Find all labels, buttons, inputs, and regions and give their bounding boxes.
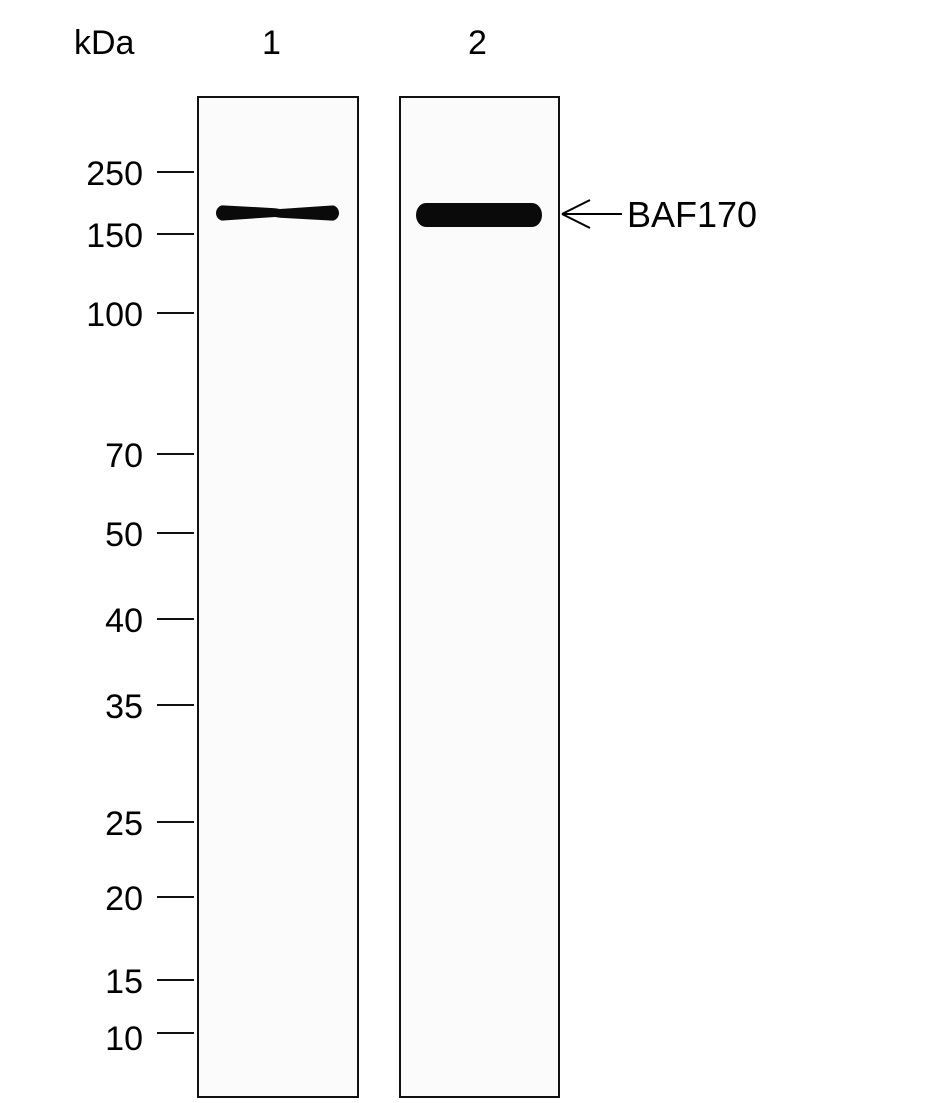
marker-label: 15 <box>105 963 143 1001</box>
marker-tick <box>157 1032 194 1034</box>
marker-label: 20 <box>105 880 143 918</box>
lane-2 <box>399 96 560 1098</box>
marker-label: 35 <box>105 688 143 726</box>
unit-label: kDa <box>74 24 135 62</box>
marker-tick <box>157 532 194 534</box>
marker-tick <box>157 821 194 823</box>
lane-2-label: 2 <box>468 24 487 62</box>
marker-tick <box>157 171 194 173</box>
marker-label: 100 <box>86 296 143 334</box>
marker-label: 10 <box>105 1020 143 1058</box>
band-lane-1 <box>216 205 339 221</box>
marker-label: 25 <box>105 805 143 843</box>
marker-label: 150 <box>86 217 143 255</box>
band-label: BAF170 <box>627 194 758 235</box>
marker-label: 50 <box>105 516 143 554</box>
lane-1 <box>197 96 359 1098</box>
marker-label: 70 <box>105 437 143 475</box>
marker-tick <box>157 453 194 455</box>
marker-tick <box>157 312 194 314</box>
marker-tick <box>157 704 194 706</box>
marker-tick <box>157 979 194 981</box>
marker-tick <box>157 233 194 235</box>
marker-tick <box>157 618 194 620</box>
marker-label: 250 <box>86 155 143 193</box>
band-lane-2 <box>416 203 542 227</box>
marker-tick <box>157 896 194 898</box>
left-arrow-icon <box>561 199 622 229</box>
lane-1-label: 1 <box>262 24 281 62</box>
marker-label: 40 <box>105 602 143 640</box>
